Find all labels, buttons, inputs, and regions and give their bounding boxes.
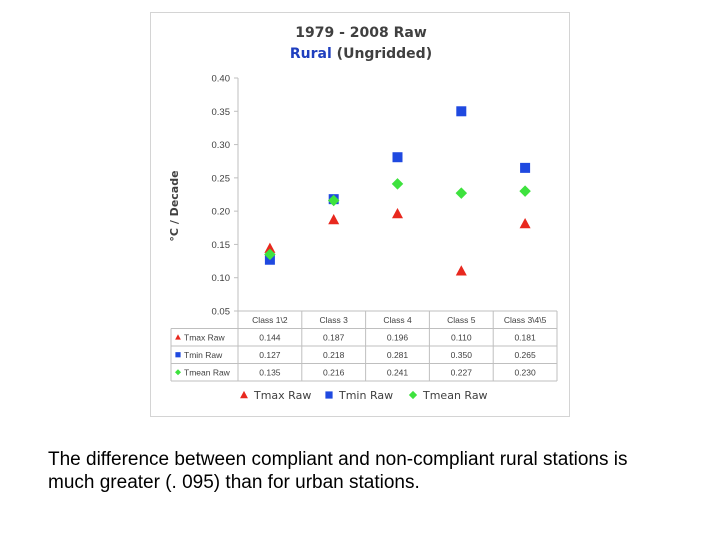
data-value-label: 0.281: [387, 350, 409, 360]
tmax-raw-point: [519, 218, 531, 229]
data-value-label: 0.127: [259, 350, 281, 360]
y-tick-label: 0.15: [212, 240, 231, 251]
tmin-raw-point: [392, 152, 403, 163]
legend-marker: [408, 390, 418, 400]
data-value-label: 0.265: [514, 350, 536, 360]
legend-label: Tmax Raw: [253, 389, 311, 402]
legend-marker: [325, 391, 333, 399]
data-value-label: 0.218: [323, 350, 345, 360]
caption-line-2: much greater (. 095) than for urban stat…: [48, 472, 420, 493]
x-category-label: Class 4: [383, 315, 412, 325]
data-table: Class 1\2 Class 3 Class 4 Class 5 Class 3\4\…: [170, 310, 558, 382]
chart-title: 1979 - 2008 Raw: [295, 25, 427, 41]
tmin-raw-point: [520, 162, 531, 173]
data-value-label: 0.144: [259, 333, 281, 343]
chart-subtitle-rest: (Ungridded): [332, 46, 432, 62]
table-legend-marker: [175, 334, 181, 340]
x-category-label: Class 3\4\5: [504, 315, 547, 325]
y-tick-label: 0.40: [212, 74, 231, 85]
y-tick-label: 0.35: [212, 107, 231, 118]
data-value-label: 0.230: [514, 368, 536, 378]
tmax-raw-point: [455, 265, 467, 276]
y-tick-label: 0.05: [212, 307, 231, 318]
y-tick-label: 0.20: [212, 207, 231, 218]
chart-subtitle: Rural (Ungridded): [290, 46, 432, 62]
tmean-raw-point: [455, 187, 468, 199]
data-value-label: 0.135: [259, 368, 281, 378]
x-category-label: Class 5: [447, 315, 476, 325]
x-category-label: Class 3: [320, 315, 349, 325]
y-tick-label: 0.25: [212, 173, 231, 184]
tmin-raw-point: [456, 106, 467, 117]
tmax-raw-point: [392, 208, 403, 219]
tmean-raw-point: [391, 178, 404, 190]
y-tick-label: 0.30: [212, 140, 231, 151]
legend-label: Tmean Raw: [422, 389, 488, 402]
tmean-raw-point: [264, 248, 276, 261]
legend-label: Tmin Raw: [338, 389, 393, 402]
data-value-label: 0.196: [387, 333, 409, 343]
chart-subtitle-highlight: Rural: [290, 46, 332, 62]
y-tick-label: 0.10: [212, 273, 231, 284]
table-legend-marker: [175, 352, 181, 358]
caption-line-1: The difference between compliant and non…: [48, 449, 628, 470]
tmax-raw-point: [264, 242, 276, 253]
chart-panel: 1979 - 2008 Raw Rural (Ungridded) °C / D…: [150, 12, 570, 417]
data-value-label: 0.241: [387, 368, 409, 378]
chart-svg: 1979 - 2008 Raw Rural (Ungridded) °C / D…: [168, 25, 558, 402]
data-value-label: 0.216: [323, 368, 345, 378]
data-value-label: 0.110: [451, 333, 472, 343]
data-value-label: 0.350: [451, 350, 473, 360]
table-series-name: Tmin Raw: [184, 350, 223, 360]
table-series-name: Tmax Raw: [184, 333, 225, 343]
data-value-label: 0.187: [323, 333, 345, 343]
data-value-label: 0.181: [514, 333, 536, 343]
caption: The difference between compliant and non…: [48, 448, 688, 494]
table-legend-marker: [175, 369, 181, 376]
y-axis-label: °C / Decade: [168, 170, 181, 241]
tmean-raw-point: [519, 185, 531, 197]
data-value-label: 0.227: [451, 368, 473, 378]
chart-legend: Tmax Raw Tmin Raw Tmean Raw: [240, 389, 488, 402]
plot-layer: 0.40 0.35 0.30 0.25 0.20 0.15 0.10 0.05: [212, 74, 531, 318]
table-series-name: Tmean Raw: [184, 368, 231, 378]
legend-marker: [240, 390, 248, 399]
tmax-raw-point: [328, 214, 340, 225]
x-category-label: Class 1\2: [252, 315, 288, 325]
tmean-raw-point: [327, 194, 340, 207]
